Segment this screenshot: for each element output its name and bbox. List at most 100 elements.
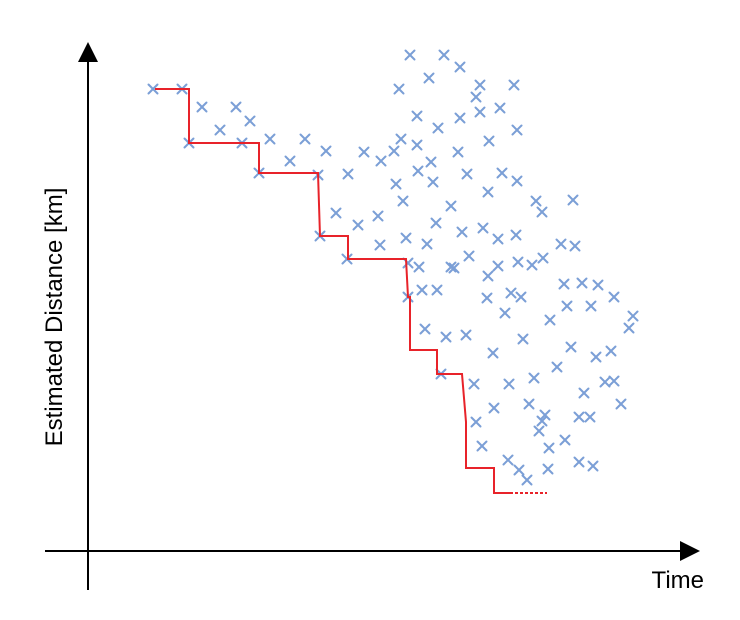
data-point-stroke bbox=[476, 440, 488, 452]
data-point bbox=[492, 233, 504, 245]
data-point-stroke bbox=[470, 416, 482, 428]
data-point-stroke bbox=[592, 279, 604, 291]
data-point-stroke bbox=[551, 361, 563, 373]
data-point-stroke bbox=[533, 425, 545, 437]
data-point-stroke bbox=[503, 378, 515, 390]
data-point-stroke bbox=[425, 156, 437, 168]
data-point bbox=[521, 474, 533, 486]
data-point bbox=[543, 442, 555, 454]
data-point-stroke bbox=[468, 378, 480, 390]
data-point bbox=[530, 195, 542, 207]
data-point bbox=[615, 398, 627, 410]
data-point bbox=[551, 361, 563, 373]
data-point bbox=[395, 133, 407, 145]
data-point bbox=[573, 411, 585, 423]
data-point-stroke bbox=[499, 307, 511, 319]
data-point-stroke bbox=[505, 287, 517, 299]
data-point-stroke bbox=[352, 219, 364, 231]
data-point-stroke bbox=[542, 463, 554, 475]
data-point-stroke bbox=[573, 456, 585, 468]
data-point-stroke bbox=[528, 372, 540, 384]
data-point bbox=[623, 322, 635, 334]
data-point bbox=[539, 409, 551, 421]
data-point bbox=[397, 195, 409, 207]
data-point bbox=[448, 262, 460, 274]
data-point bbox=[244, 115, 256, 127]
data-point-stroke bbox=[515, 291, 527, 303]
step-lines bbox=[155, 88, 547, 494]
data-point bbox=[559, 434, 571, 446]
data-point-stroke bbox=[388, 145, 400, 157]
data-point-stroke bbox=[412, 165, 424, 177]
data-point-stroke bbox=[147, 83, 159, 95]
data-point-stroke bbox=[411, 139, 423, 151]
data-point-stroke bbox=[413, 261, 425, 273]
data-point-stroke bbox=[375, 155, 387, 167]
data-point bbox=[470, 91, 482, 103]
data-point-stroke bbox=[393, 83, 405, 95]
data-point-stroke bbox=[445, 261, 457, 273]
data-point-stroke bbox=[244, 115, 256, 127]
data-point-stroke bbox=[432, 122, 444, 134]
data-point bbox=[330, 207, 342, 219]
data-point-stroke bbox=[608, 375, 620, 387]
data-point bbox=[413, 261, 425, 273]
data-point bbox=[214, 124, 226, 136]
axes bbox=[45, 42, 700, 590]
data-point-stroke bbox=[320, 145, 332, 157]
data-point-stroke bbox=[419, 323, 431, 335]
data-point-stroke bbox=[454, 61, 466, 73]
step-line bbox=[155, 88, 510, 494]
data-point bbox=[400, 232, 412, 244]
data-point-stroke bbox=[284, 155, 296, 167]
data-point-stroke bbox=[537, 252, 549, 264]
data-point bbox=[411, 110, 423, 122]
data-point bbox=[517, 333, 529, 345]
data-point bbox=[565, 341, 577, 353]
data-point-stroke bbox=[536, 415, 548, 427]
data-point-stroke bbox=[496, 167, 508, 179]
data-point-stroke bbox=[584, 411, 596, 423]
data-point-stroke bbox=[400, 232, 412, 244]
data-point bbox=[510, 229, 522, 241]
data-point-stroke bbox=[511, 175, 523, 187]
data-point bbox=[499, 307, 511, 319]
data-point-stroke bbox=[477, 222, 489, 234]
data-point bbox=[578, 387, 590, 399]
data-point bbox=[374, 239, 386, 251]
data-point bbox=[320, 145, 332, 157]
data-point bbox=[390, 178, 402, 190]
data-point-stroke bbox=[590, 351, 602, 363]
data-point-stroke bbox=[474, 79, 486, 91]
data-point-stroke bbox=[454, 112, 466, 124]
data-point-stroke bbox=[416, 284, 428, 296]
data-point bbox=[576, 277, 588, 289]
data-point bbox=[445, 200, 457, 212]
data-point bbox=[585, 300, 597, 312]
data-point bbox=[445, 261, 457, 273]
data-point-stroke bbox=[374, 239, 386, 251]
data-point bbox=[470, 416, 482, 428]
data-point bbox=[456, 226, 468, 238]
data-point bbox=[482, 186, 494, 198]
data-point bbox=[352, 219, 364, 231]
data-point bbox=[505, 287, 517, 299]
data-point-stroke bbox=[543, 442, 555, 454]
data-point bbox=[561, 300, 573, 312]
data-point bbox=[502, 454, 514, 466]
data-point bbox=[342, 168, 354, 180]
data-point bbox=[412, 165, 424, 177]
data-point bbox=[488, 402, 500, 414]
data-point bbox=[431, 284, 443, 296]
data-point-stroke bbox=[627, 310, 639, 322]
data-point-stroke bbox=[230, 101, 242, 113]
data-point bbox=[542, 463, 554, 475]
data-point-stroke bbox=[599, 376, 611, 388]
data-point-stroke bbox=[440, 331, 452, 343]
data-point bbox=[411, 139, 423, 151]
data-point bbox=[544, 314, 556, 326]
data-point bbox=[536, 206, 548, 218]
data-point bbox=[592, 279, 604, 291]
data-point-stroke bbox=[421, 238, 433, 250]
data-point bbox=[416, 284, 428, 296]
